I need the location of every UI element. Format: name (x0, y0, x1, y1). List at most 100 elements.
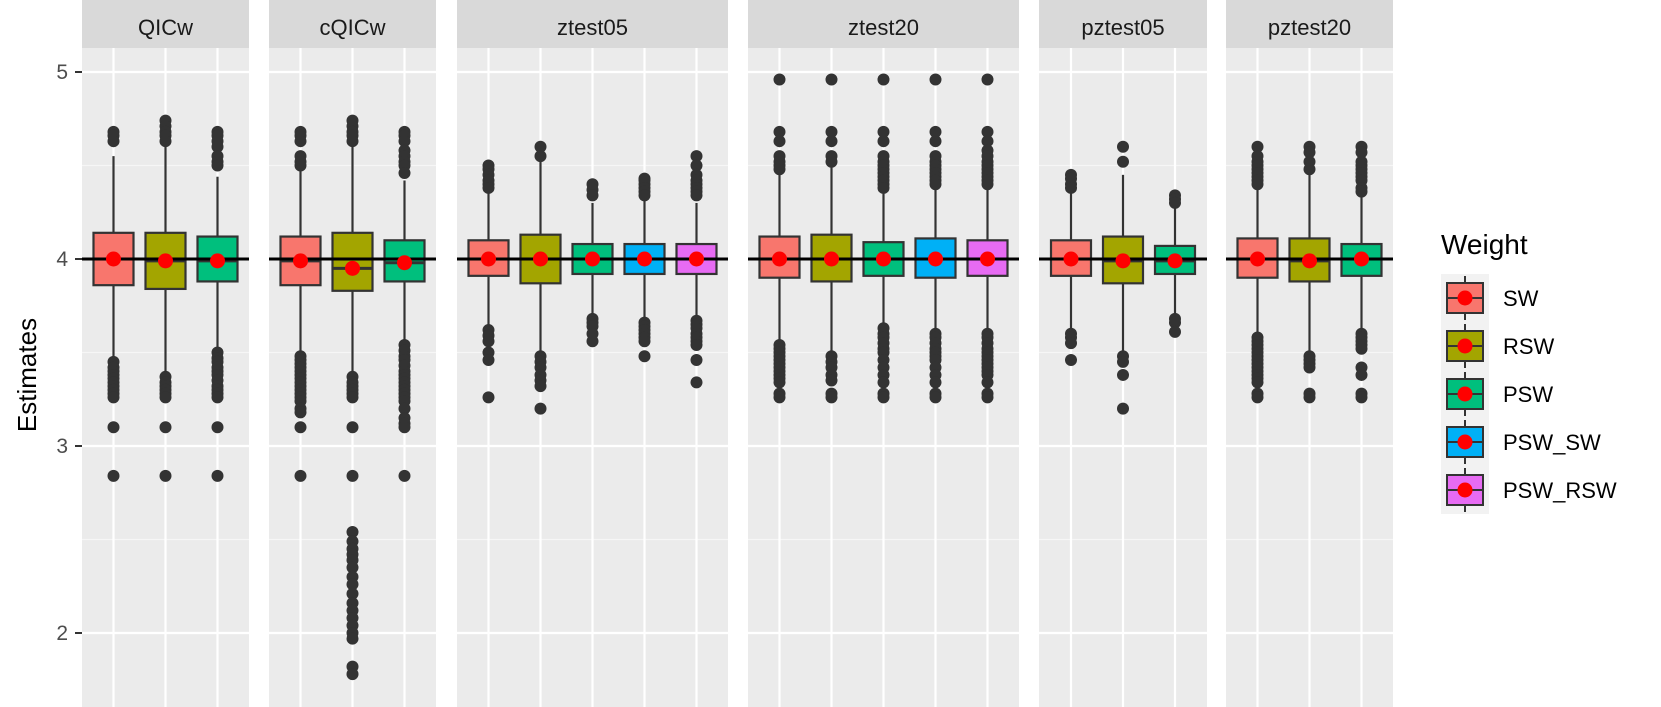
outlier-point (346, 561, 359, 574)
outlier-point (929, 135, 942, 148)
facet-strip (1039, 0, 1207, 48)
outlier-point (825, 391, 838, 404)
box-psw-sw (914, 73, 957, 404)
facet-strip (82, 0, 249, 48)
outlier-point (398, 402, 411, 415)
outlier-point (1303, 361, 1316, 374)
mean-point (1063, 251, 1079, 267)
mean-point (928, 251, 943, 267)
legend-entry-psw-rsw: PSW_RSW (1441, 466, 1617, 514)
outlier-point (877, 391, 890, 404)
outlier-point (690, 353, 703, 366)
outlier-point (159, 469, 172, 482)
legend-entry-sw: SW (1441, 274, 1539, 322)
outlier-point (294, 469, 307, 482)
outlier-point (638, 335, 651, 348)
outlier-point (825, 374, 838, 387)
outlier-point (534, 140, 547, 153)
outlier-point (159, 391, 172, 404)
facet-panel: ztest20 (748, 0, 1019, 707)
outlier-point (346, 578, 359, 591)
outlier-point (690, 376, 703, 389)
outlier-point (773, 391, 786, 404)
legend-label: SW (1503, 286, 1539, 311)
outlier-point (346, 391, 359, 404)
box-sw (1049, 168, 1093, 366)
outlier-point (586, 189, 599, 202)
outlier-point (211, 421, 224, 434)
facet-strip (1226, 0, 1393, 48)
outlier-point (981, 376, 994, 389)
mean-point (637, 251, 652, 267)
y-axis: 2 3 4 5 (56, 61, 82, 645)
outlier-point (586, 335, 599, 348)
outlier-point (482, 181, 495, 194)
outlier-point (534, 402, 547, 415)
outlier-point (1355, 391, 1368, 404)
outlier-point (294, 421, 307, 434)
legend-key-mean-point (1457, 386, 1473, 402)
outlier-point (1065, 337, 1077, 350)
mean-point (824, 251, 839, 267)
mean-point (481, 251, 496, 267)
outlier-point (211, 469, 224, 482)
legend-key-mean-point (1457, 290, 1473, 306)
legend-entry-psw-sw: PSW_SW (1441, 418, 1601, 466)
outlier-point (398, 469, 411, 482)
outlier-point (211, 140, 224, 153)
panels-layer: QICw cQICw ztest05 ztest20 pztest05 pztest20 (82, 0, 1393, 707)
outlier-point (638, 189, 651, 202)
outlier-point (211, 159, 224, 172)
outlier-point (825, 135, 838, 148)
outlier-point (825, 155, 838, 168)
facet-panel: QICw (82, 0, 249, 707)
y-tick-label: 5 (56, 61, 68, 84)
outlier-point (981, 73, 994, 86)
mean-point (345, 260, 360, 276)
legend-label: PSW_SW (1503, 430, 1601, 455)
outlier-point (1169, 196, 1181, 209)
outlier-point (1355, 185, 1368, 198)
legend-key-mean-point (1457, 434, 1473, 450)
box-psw (383, 125, 426, 482)
legend-label: PSW (1503, 382, 1553, 407)
outlier-point (1355, 146, 1368, 159)
outlier-point (981, 125, 994, 138)
facet-strip (269, 0, 436, 48)
outlier-point (534, 380, 547, 393)
outlier-point (346, 668, 359, 681)
legend-entry-psw: PSW (1441, 370, 1553, 418)
outlier-point (107, 421, 120, 434)
facet-panel: pztest05 (1039, 0, 1207, 707)
outlier-point (929, 73, 942, 86)
outlier-point (877, 73, 890, 86)
outlier-point (346, 135, 359, 148)
facet-strip-label: ztest20 (848, 15, 919, 40)
legend-key-mean-point (1457, 338, 1473, 354)
legend-key-mean-point (1457, 482, 1473, 498)
outlier-point (773, 376, 786, 389)
outlier-point (825, 73, 838, 86)
box-sw (279, 125, 322, 482)
outlier-point (877, 125, 890, 138)
outlier-point (1117, 155, 1129, 168)
y-axis-title: Estimates (12, 318, 42, 432)
facet-panel: pztest20 (1226, 0, 1393, 707)
mean-point (1167, 253, 1183, 269)
outlier-point (346, 469, 359, 482)
outlier-point (981, 391, 994, 404)
outlier-point (1065, 353, 1077, 366)
outlier-point (773, 163, 786, 176)
outlier-point (346, 632, 359, 645)
outlier-point (346, 526, 359, 539)
mean-point (876, 251, 891, 267)
outlier-point (981, 135, 994, 148)
mean-point (689, 251, 704, 267)
legend-label: RSW (1503, 334, 1555, 359)
facet-strip (748, 0, 1019, 48)
outlier-point (929, 125, 942, 138)
outlier-point (482, 353, 495, 366)
box-sw (1236, 140, 1279, 404)
outlier-point (294, 135, 307, 148)
outlier-point (773, 125, 786, 138)
